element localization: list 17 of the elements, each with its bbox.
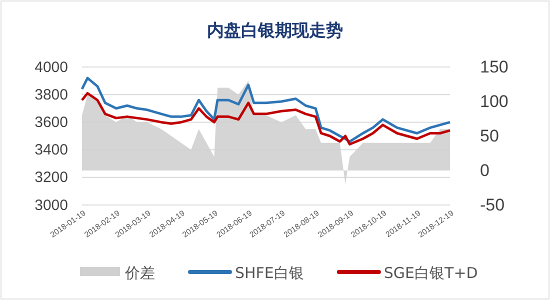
- y2-tick-label: 150: [480, 57, 508, 76]
- y-tick-label: 3400: [34, 142, 68, 159]
- y2-tick-label: 100: [480, 92, 508, 111]
- legend-label: 价差: [124, 264, 155, 282]
- y-tick-label: 3800: [34, 86, 68, 104]
- y2-tick-label: 0: [480, 160, 490, 180]
- y-tick-label: 4000: [34, 58, 68, 76]
- y-tick-label: 3000: [34, 196, 68, 214]
- legend-label: SGE白银T+D: [384, 264, 478, 282]
- legend-label: SHFE白银: [235, 264, 304, 282]
- line-series: [80, 92, 452, 146]
- y-tick-label: 3600: [34, 114, 68, 131]
- y2-tick-label: 50: [480, 126, 499, 146]
- chart-title: 内盘白银期现走势: [207, 21, 343, 41]
- line-series: [80, 76, 452, 143]
- y2-tick-label: -50: [480, 195, 505, 214]
- y-tick-label: 3200: [34, 169, 68, 186]
